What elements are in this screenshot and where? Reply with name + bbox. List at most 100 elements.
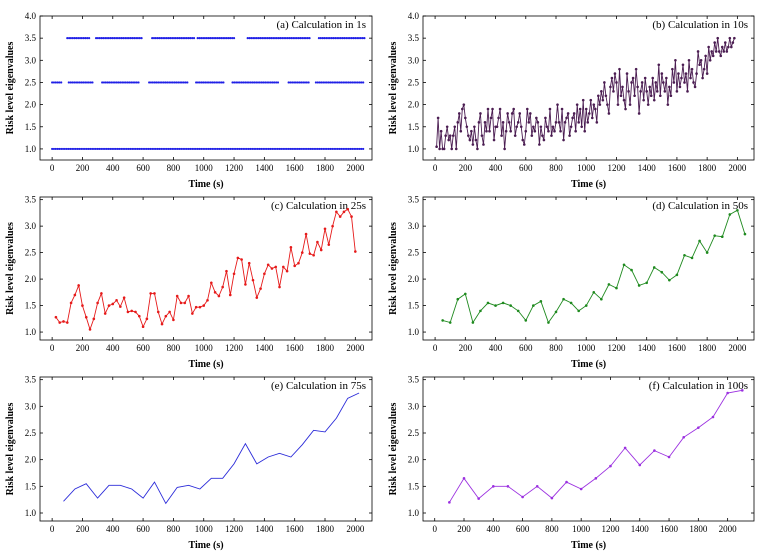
data-point xyxy=(579,487,583,491)
data-point xyxy=(332,37,335,40)
data-point xyxy=(67,81,70,84)
data-point xyxy=(638,463,642,467)
data-point xyxy=(133,81,137,84)
data-point xyxy=(213,81,216,84)
data-point xyxy=(628,103,632,106)
data-point xyxy=(325,37,328,40)
data-point xyxy=(89,81,92,84)
data-point xyxy=(87,81,90,84)
data-point xyxy=(180,147,183,151)
data-point xyxy=(83,147,86,151)
x-axis-label: Time (s) xyxy=(188,540,223,551)
data-point xyxy=(580,125,583,129)
data-point xyxy=(515,125,519,129)
data-point xyxy=(218,81,221,84)
data-point xyxy=(354,81,358,84)
x-tick-label: 2000 xyxy=(346,163,365,173)
y-tick-label: 1.5 xyxy=(25,301,37,311)
data-point xyxy=(507,121,511,124)
data-point xyxy=(183,301,187,305)
data-point xyxy=(262,147,265,151)
data-point xyxy=(138,37,141,40)
data-point xyxy=(54,315,58,319)
data-point xyxy=(669,94,673,98)
x-tick-label: 0 xyxy=(50,163,55,173)
data-point xyxy=(337,37,341,40)
data-point xyxy=(649,94,653,98)
data-point xyxy=(152,37,156,40)
data-point xyxy=(594,477,598,480)
data-point xyxy=(58,81,61,84)
data-point xyxy=(532,125,535,129)
data-point xyxy=(279,37,282,40)
data-point xyxy=(178,81,182,84)
data-point xyxy=(231,147,234,151)
data-point xyxy=(300,81,303,84)
data-point xyxy=(361,37,364,40)
data-point xyxy=(151,147,154,151)
data-point xyxy=(615,81,618,84)
data-point xyxy=(500,134,503,137)
data-point xyxy=(468,138,472,142)
data-point xyxy=(134,147,137,151)
data-point xyxy=(54,81,57,84)
data-point xyxy=(542,138,546,142)
data-point xyxy=(106,81,109,84)
data-point xyxy=(156,37,159,40)
y-tick-label: 2.0 xyxy=(25,100,37,110)
data-point xyxy=(222,147,225,151)
data-point xyxy=(76,147,79,151)
data-point xyxy=(180,37,183,40)
data-point xyxy=(535,485,539,488)
data-point xyxy=(462,103,466,106)
data-point xyxy=(100,37,103,40)
data-point xyxy=(174,147,177,151)
data-point xyxy=(330,37,333,40)
data-point xyxy=(111,37,114,40)
data-point xyxy=(504,129,508,133)
data-point xyxy=(603,81,606,84)
data-point xyxy=(283,147,287,151)
data-point xyxy=(161,37,165,40)
data-point xyxy=(86,37,89,40)
data-point xyxy=(600,90,603,93)
data-point xyxy=(435,145,438,149)
data-point xyxy=(711,54,715,58)
data-point xyxy=(236,147,239,151)
data-point xyxy=(723,41,727,44)
data-point xyxy=(220,147,223,151)
data-point xyxy=(65,147,68,151)
data-point xyxy=(343,37,346,40)
data-point xyxy=(221,285,224,289)
data-point xyxy=(351,81,354,84)
data-point xyxy=(104,81,107,84)
data-point xyxy=(728,36,732,40)
data-point xyxy=(339,37,342,40)
data-point xyxy=(326,37,330,40)
y-tick-label: 1.5 xyxy=(408,122,420,132)
data-point xyxy=(456,297,460,301)
data-point xyxy=(336,37,339,40)
series-line xyxy=(436,38,735,150)
data-point xyxy=(282,265,285,269)
data-point xyxy=(716,36,720,40)
data-point xyxy=(619,94,623,98)
data-point xyxy=(212,37,216,40)
data-point xyxy=(551,125,555,129)
data-point xyxy=(96,37,100,40)
data-point xyxy=(244,283,247,286)
data-point xyxy=(211,37,214,40)
x-tick-label: 200 xyxy=(459,163,473,173)
data-point xyxy=(214,147,217,151)
data-point xyxy=(107,147,110,151)
data-point xyxy=(675,273,679,277)
data-point xyxy=(492,138,496,142)
data-point xyxy=(329,81,332,84)
data-point xyxy=(683,81,686,84)
data-point xyxy=(273,37,277,40)
data-point xyxy=(69,301,73,305)
y-tick-label: 4.0 xyxy=(408,11,420,21)
data-point xyxy=(124,81,127,84)
data-point xyxy=(319,248,323,252)
data-point xyxy=(152,147,156,151)
